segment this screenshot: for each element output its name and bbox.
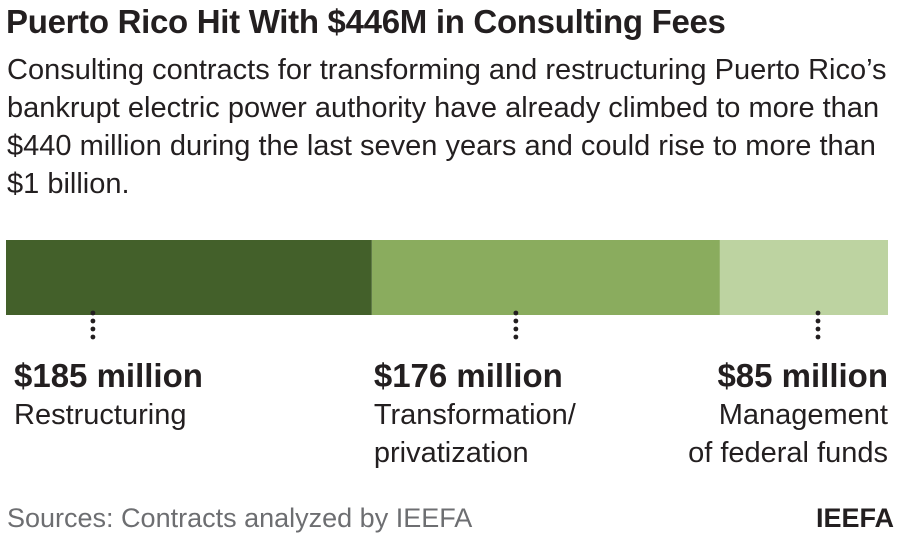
segment-value-label: $185 million [14,357,203,394]
segment-category-label: privatization [373,437,529,469]
bar-segment-2 [371,240,720,315]
leader-dot [90,326,96,332]
leader-dot [513,310,519,316]
leader-dot [513,318,519,324]
segment-category-label: Transformation/ [373,399,576,431]
leader-dot [90,334,96,340]
segment-label-2: $176 million Transformation/privatization [374,356,576,472]
leader-dot [90,310,96,316]
segment-value-label: $176 million [373,357,563,394]
leader-dot [815,310,821,316]
chart-subtitle: Consulting contracts for transforming an… [7,54,887,200]
segment-label-3: $85 million Management of federal funds [688,356,888,472]
bar-segment-1 [6,240,372,315]
bar-segment-3 [719,240,888,315]
leader-dot [815,318,821,324]
segment-value-label: $85 million [717,357,888,394]
segment-label-1: $185 million Restructuring [14,356,203,434]
leader-dot [815,334,821,340]
leader-dot [513,326,519,332]
leader-dot [90,318,96,324]
leader-dot [513,334,519,340]
segment-category-label: Restructuring [14,399,187,431]
chart-title: Puerto Rico Hit With $446M in Consulting… [6,3,726,40]
segment-category-label: of federal funds [688,437,888,469]
leader-dot [815,326,821,332]
segment-category-label: Management [718,399,888,431]
source-note: Sources: Contracts analyzed by IEEFA [7,503,473,533]
brand-logo-text: IEEFA [815,503,894,533]
